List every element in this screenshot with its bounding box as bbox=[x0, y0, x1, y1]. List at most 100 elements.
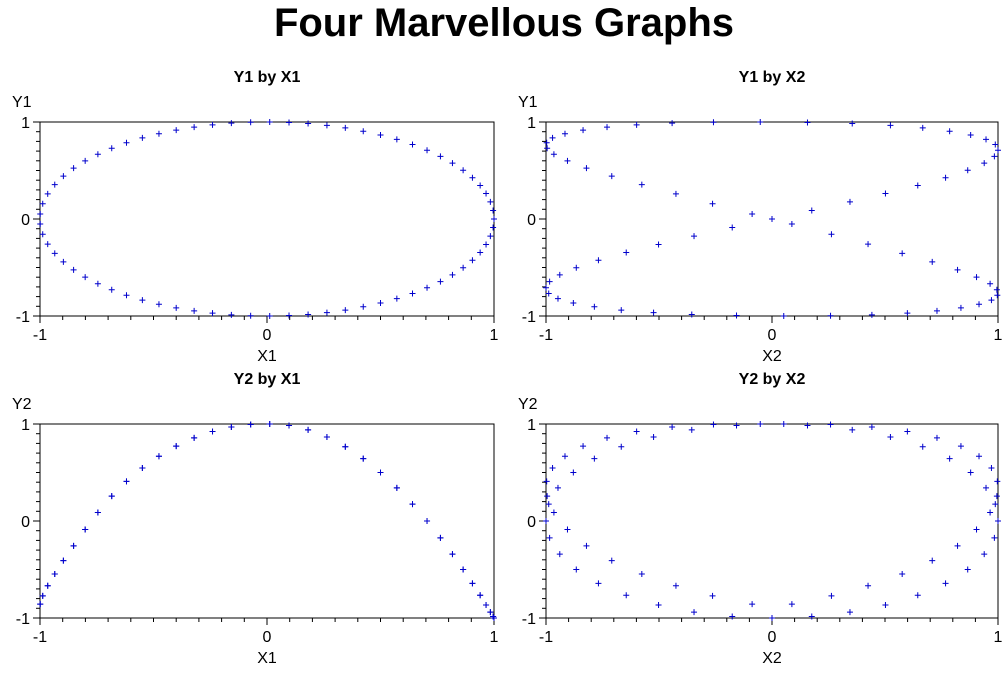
chart-title: Y2 by X2 bbox=[739, 371, 806, 388]
data-point bbox=[580, 127, 587, 134]
data-point bbox=[460, 167, 467, 174]
data-point bbox=[305, 426, 312, 433]
data-point bbox=[993, 286, 1000, 293]
data-point bbox=[669, 120, 676, 127]
y-tick-label: -1 bbox=[522, 309, 536, 326]
x-axis-label: X1 bbox=[257, 650, 277, 667]
data-point bbox=[342, 443, 349, 450]
data-point bbox=[946, 128, 953, 135]
data-point bbox=[899, 250, 906, 257]
data-point bbox=[914, 182, 921, 189]
data-point bbox=[409, 501, 416, 508]
data-point bbox=[933, 434, 940, 441]
data-point bbox=[393, 295, 400, 302]
data-point bbox=[942, 174, 949, 181]
data-point bbox=[60, 173, 67, 180]
data-point bbox=[623, 249, 630, 256]
data-point bbox=[550, 509, 557, 516]
data-point bbox=[51, 181, 58, 188]
page-title: Four Marvellous Graphs bbox=[273, 1, 735, 45]
data-point bbox=[957, 304, 964, 311]
data-point bbox=[595, 580, 602, 587]
data-point bbox=[266, 313, 273, 319]
data-point bbox=[780, 313, 787, 319]
data-point bbox=[360, 128, 367, 135]
data-point bbox=[882, 190, 889, 197]
data-point bbox=[108, 145, 115, 152]
data-point bbox=[604, 124, 611, 131]
data-point bbox=[729, 613, 736, 620]
x-tick-label: -1 bbox=[539, 629, 553, 646]
chart-title: Y1 by X1 bbox=[234, 69, 301, 86]
data-point bbox=[554, 484, 561, 491]
data-point bbox=[491, 615, 497, 621]
data-point bbox=[595, 257, 602, 264]
data-point bbox=[583, 165, 590, 172]
data-point bbox=[247, 421, 254, 428]
data-point bbox=[490, 224, 497, 231]
data-point bbox=[342, 307, 349, 314]
data-point bbox=[914, 592, 921, 599]
x-tick-label: 1 bbox=[490, 629, 499, 646]
data-point bbox=[191, 307, 198, 314]
data-point bbox=[904, 310, 911, 317]
data-point bbox=[929, 557, 936, 564]
data-point bbox=[868, 311, 875, 318]
data-point bbox=[409, 290, 416, 297]
data-point bbox=[94, 509, 101, 516]
data-point bbox=[490, 613, 497, 620]
plot-frame bbox=[545, 423, 999, 619]
data-point bbox=[995, 147, 1001, 154]
data-point bbox=[139, 134, 146, 141]
data-point bbox=[865, 582, 872, 589]
data-point bbox=[976, 301, 983, 308]
data-point bbox=[44, 582, 51, 589]
data-point bbox=[544, 145, 551, 152]
data-point bbox=[546, 534, 553, 541]
data-point bbox=[228, 311, 235, 318]
data-point bbox=[191, 124, 198, 131]
data-point bbox=[51, 250, 58, 257]
data-point bbox=[650, 309, 657, 316]
data-point bbox=[993, 493, 1000, 500]
x-axis-label: X2 bbox=[762, 348, 782, 365]
data-point bbox=[39, 200, 46, 207]
x-tick-label: 0 bbox=[768, 327, 777, 344]
data-point bbox=[954, 266, 961, 273]
data-point bbox=[933, 307, 940, 314]
data-point bbox=[988, 464, 995, 471]
data-point bbox=[808, 613, 815, 620]
data-point bbox=[477, 249, 484, 256]
data-point bbox=[733, 422, 740, 429]
data-point bbox=[964, 566, 971, 573]
data-point bbox=[672, 582, 679, 589]
data-point bbox=[887, 122, 894, 129]
data-point bbox=[477, 182, 484, 189]
data-point bbox=[710, 119, 717, 126]
data-point bbox=[139, 464, 146, 471]
data-point bbox=[988, 297, 995, 304]
x-tick-label: 0 bbox=[263, 327, 272, 344]
data-point bbox=[228, 120, 235, 127]
data-point bbox=[94, 151, 101, 158]
data-point bbox=[583, 542, 590, 549]
data-point bbox=[549, 464, 556, 471]
data-point bbox=[37, 221, 44, 228]
data-point bbox=[882, 602, 889, 609]
y-axis-label: Y2 bbox=[12, 396, 32, 413]
data-point bbox=[209, 310, 216, 317]
x-axis-label: X1 bbox=[257, 348, 277, 365]
data-point bbox=[846, 609, 853, 616]
data-point bbox=[983, 136, 990, 143]
data-point bbox=[155, 130, 162, 137]
data-point bbox=[967, 469, 974, 476]
data-point bbox=[733, 312, 740, 319]
chart-panel-4: Y2 by X2 Y2 X2 -1 0 1 -1 0 1 bbox=[518, 371, 1003, 667]
data-point bbox=[266, 421, 273, 427]
data-point bbox=[987, 509, 994, 516]
data-point bbox=[550, 151, 557, 158]
data-point bbox=[591, 303, 598, 310]
data-point bbox=[60, 557, 67, 564]
x-axis-label: X2 bbox=[762, 650, 782, 667]
data-point bbox=[669, 424, 676, 431]
